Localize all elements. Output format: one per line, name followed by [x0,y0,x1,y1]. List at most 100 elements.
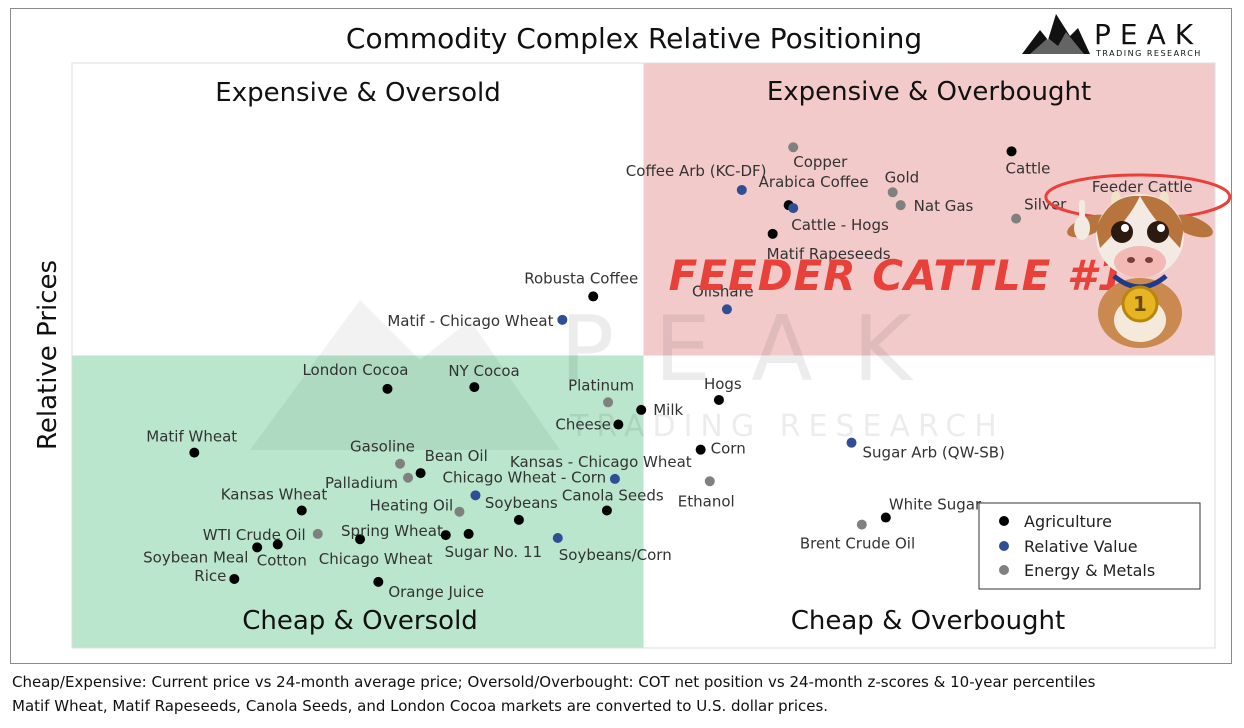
point-label-canola-seeds: Canola Seeds [562,487,664,505]
point-label-orange-juice: Orange Juice [388,583,484,601]
point-label-matif-wheat: Matif Wheat [146,428,237,446]
point-cattle-hogs [788,203,799,214]
legend-marker-agriculture [999,516,1009,526]
point-label-nat-gas: Nat Gas [914,197,974,215]
point-matif-rapeseeds [767,228,778,239]
watermark-sub-text: TRADING RESEARCH [569,409,1005,444]
quadrant-label-bottom-left: Cheap & Oversold [242,606,478,636]
point-label-soybeans: Soybeans [485,494,558,512]
point-kansas-chicago-wheat [609,473,620,484]
quadrant-bottom-left-bg [72,355,644,648]
point-label-palladium: Palladium [325,474,398,492]
point-label-arabica-coffee: Arabica Coffee [759,173,869,191]
point-cotton [272,539,283,550]
point-label-cotton: Cotton [257,551,307,569]
point-palladium [403,472,414,483]
point-gasoline [395,458,406,469]
point-label-gasoline: Gasoline [350,438,415,456]
point-label-chicago-wheat-corn: Chicago Wheat - Corn [442,468,606,486]
point-ny-cocoa [469,382,480,393]
point-copper [788,142,799,153]
point-label-sugar-arb-qw-sb: Sugar Arb (QW-SB) [863,444,1005,462]
gold-medal-icon [1121,285,1159,323]
feeder-cattle-callout: FEEDER CATTLE #1 [669,251,1128,300]
point-white-sugar [880,512,891,523]
mountain-logo-icon [1022,14,1090,54]
point-label-wti-crude-oil: WTI Crude Oil [203,526,306,544]
point-hogs [713,394,724,405]
point-label-copper: Copper [793,153,848,171]
point-label-kansas-chicago-wheat: Kansas - Chicago Wheat [510,453,692,471]
footnote-2: Matif Wheat, Matif Rapeseeds, Canola See… [12,697,829,715]
point-label-soybean-meal: Soybean Meal [143,548,248,566]
point-label-milk: Milk [653,401,683,419]
point-label-hogs: Hogs [704,375,742,393]
point-coffee-arb-kc-df [736,184,747,195]
point-label-oilshare: Oilshare [692,282,754,300]
point-label-coffee-arb-kc-df: Coffee Arb (KC-DF) [626,162,767,180]
point-wti-crude-oil [312,528,323,539]
point-soybeans [513,514,524,525]
point-london-cocoa [382,383,393,394]
point-milk [636,404,647,415]
point-robusta-coffee [588,291,599,302]
point-label-matif-chicago-wheat: Matif - Chicago Wheat [387,312,553,330]
point-kansas-wheat [296,505,307,516]
y-axis-label: Relative Prices [33,260,63,450]
point-label-kansas-wheat: Kansas Wheat [221,486,328,504]
point-label-chicago-wheat: Chicago Wheat [319,550,433,568]
quadrant-bottom-right-bg [643,355,1215,648]
scatter-points: Copper Cattle Coffee Arb (KC-DF) Gold Arabic… [143,142,1193,601]
quadrant-top-left-bg [72,63,644,356]
point-rice [229,573,240,584]
watermark-main-text: PEAK [560,297,952,402]
legend: Agriculture Relative Value Energy & Meta… [978,502,1201,590]
point-nat-gas [895,200,906,211]
legend-label-agriculture: Agriculture [1024,512,1112,531]
chart-title: Commodity Complex Relative Positioning [346,22,922,55]
quadrant-label-top-right: Expensive & Overbought [767,77,1091,107]
quadrant-label-top-left: Expensive & Oversold [215,78,500,108]
point-cattle [1006,146,1017,157]
legend-box [978,502,1201,590]
point-oilshare [721,304,732,315]
point-brent-crude-oil [856,519,867,530]
point-label-corn: Corn [711,440,746,458]
point-ethanol [704,476,715,487]
point-bean-oil [415,468,426,479]
point-heating-oil [454,506,465,517]
point-label-bean-oil: Bean Oil [425,447,488,465]
logo-name: PEAK [1094,18,1202,51]
point-soybeans-corn [552,533,563,544]
point-corn [695,444,706,455]
legend-marker-energy-metals [999,565,1009,575]
point-spring-wheat [355,534,366,545]
point-silver [1011,213,1022,224]
point-canola-seeds [601,505,612,516]
footnote-1: Cheap/Expensive: Current price vs 24-mon… [12,673,1096,691]
peak-watermark: PEAK TRADING RESEARCH [250,297,1005,450]
point-label-sugar-no-11: Sugar No. 11 [445,543,542,561]
point-chicago-wheat [440,530,451,541]
point-orange-juice [373,576,384,587]
point-label-brent-crude-oil: Brent Crude Oil [800,535,915,553]
point-label-platinum: Platinum [568,376,634,394]
calf-mascot-icon: 1 [1067,191,1213,348]
point-soybean-meal [252,542,263,553]
legend-label-energy-metals: Energy & Metals [1024,561,1155,580]
point-label-cattle-hogs: Cattle - Hogs [791,216,889,234]
point-label-london-cocoa: London Cocoa [302,361,408,379]
point-gold [887,187,898,198]
point-label-rice: Rice [194,567,226,585]
point-label-feeder-cattle: Feeder Cattle [1092,178,1193,196]
point-label-spring-wheat: Spring Wheat [341,522,443,540]
point-matif-wheat [189,447,200,458]
logo-sub: TRADING RESEARCH [1095,49,1202,58]
point-sugar-arb-qw-sb [846,437,857,448]
point-label-soybeans-corn: Soybeans/Corn [559,546,672,564]
point-label-cheese: Cheese [555,416,610,434]
legend-label-relative-value: Relative Value [1024,537,1138,556]
peak-logo: PEAK TRADING RESEARCH [1022,14,1202,58]
point-label-ethanol: Ethanol [678,492,735,510]
